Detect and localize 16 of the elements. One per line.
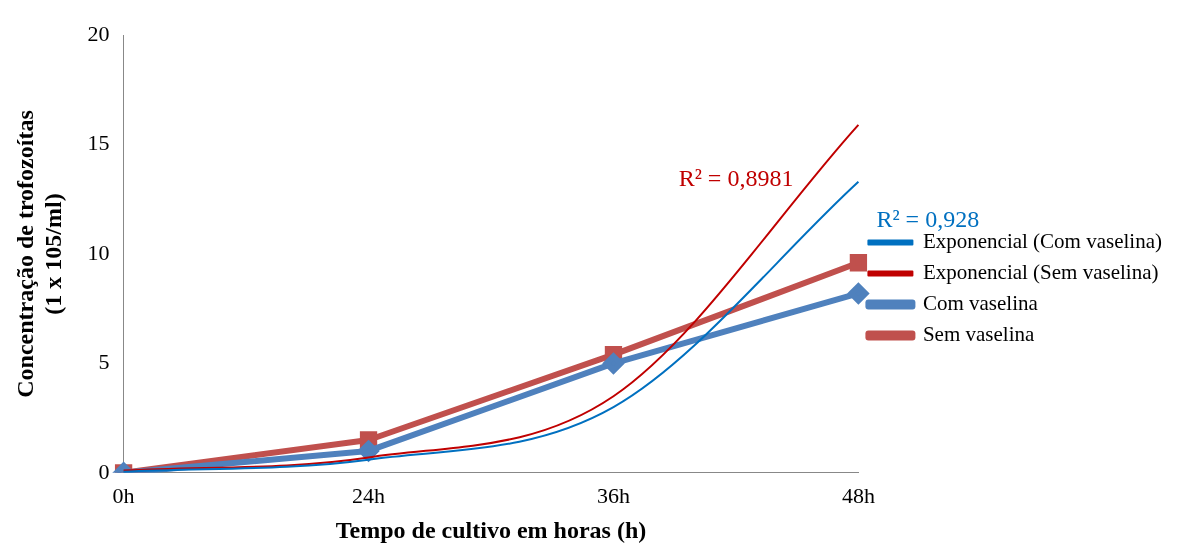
- y-tick-label: 20: [87, 20, 110, 46]
- annotation: R² = 0,8981: [678, 164, 794, 191]
- legend-label: Exponencial (Sem vaselina): [922, 260, 1159, 285]
- x-tick-label: 24h: [352, 482, 386, 508]
- x-tick-label: 36h: [596, 482, 630, 508]
- y-axis-title: Concentração de trofozoítas (1 x 105/ml): [11, 110, 67, 398]
- y-tick-label: 15: [87, 130, 110, 156]
- x-tick-label: 48h: [841, 482, 875, 508]
- y-tick-label: 0: [98, 458, 110, 484]
- legend-label: Sem vaselina: [922, 322, 1035, 347]
- y-tick-label: 10: [87, 239, 110, 265]
- x-tick-label: 0h: [112, 482, 135, 508]
- legend-label: Com vaselina: [922, 291, 1039, 316]
- x-axis-title: Tempo de cultivo em horas (h): [335, 516, 647, 543]
- text: R² = 0,928: [876, 206, 980, 233]
- y-tick-label: 5: [98, 349, 110, 375]
